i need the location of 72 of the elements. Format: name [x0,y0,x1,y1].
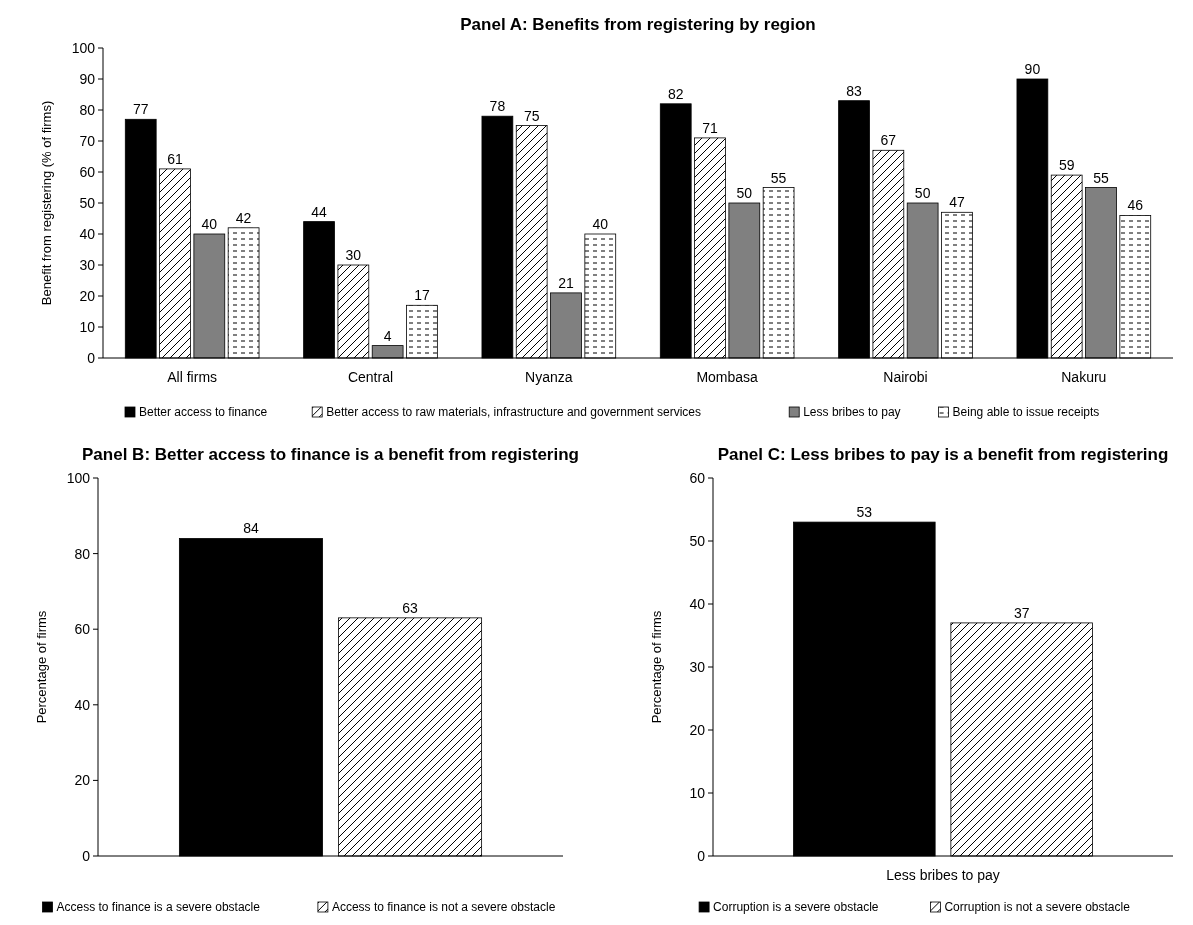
x-tick-label: Nakuru [1061,369,1107,385]
y-tick-label: 60 [79,164,96,180]
x-tick-label: Nairobi [883,369,928,385]
y-tick-label: 20 [79,288,96,304]
y-axis-title: Percentage of firms [649,610,664,724]
y-tick-label: 90 [79,71,96,87]
data-label: 53 [856,504,873,521]
data-label: 17 [414,287,430,304]
y-tick-label: 0 [87,350,96,366]
data-label: 77 [132,101,149,118]
y-tick-label: 10 [79,319,96,335]
data-label: 30 [345,247,362,263]
data-label: 40 [592,216,609,232]
data-label: 82 [667,85,684,102]
data-label: 61 [167,150,184,167]
chart-title: Panel C: Less bribes to pay is a benefit from registering [717,445,1169,464]
data-label: 63 [402,599,419,616]
x-tick-label: Mombasa [696,369,759,385]
y-tick-label: 10 [689,785,706,801]
y-tick-label: 0 [82,848,91,864]
chart-title: Panel B: Better access to finance is a benefit from registering [82,445,579,464]
y-tick-label: 50 [79,195,96,211]
legend-label: Better access to raw materials, infrastructure and government services [326,405,702,419]
legend-label: Being able to issue receipts [952,405,1100,419]
y-tick-label: 80 [79,102,96,118]
data-label: 75 [523,107,540,124]
data-label: 37 [1013,604,1030,621]
data-label: 55 [1093,169,1109,186]
y-tick-label: 40 [79,226,96,242]
x-tick-label: All firms [167,369,218,385]
y-tick-label: 100 [71,40,96,56]
y-tick-label: 50 [689,533,706,549]
data-label: 50 [736,185,753,201]
y-tick-label: 30 [79,257,96,273]
y-tick-label: 40 [74,696,91,713]
legend-label: Access to finance is a severe obstacle [56,900,261,914]
legend-label: Less bribes to pay [803,405,901,419]
y-axis-title: Percentage of firms [34,610,49,724]
data-label: 59 [1058,157,1075,174]
legend-label: Corruption is a severe obstacle [713,900,879,914]
data-label: 71 [702,119,719,136]
legend-label: Better access to finance [139,405,268,419]
data-label: 40 [201,216,218,232]
data-label: 46 [1127,197,1144,214]
x-tick-label: Central [347,369,394,385]
y-tick-label: 40 [689,596,706,612]
y-axis-title: Benefit from registering (% of firms) [39,100,54,306]
data-label: 44 [311,203,328,220]
y-tick-label: 30 [689,659,706,675]
data-label: 67 [880,132,897,149]
y-tick-label: 20 [689,722,706,738]
data-label: 83 [846,82,863,99]
y-tick-label: 80 [74,545,91,562]
y-tick-label: 60 [74,621,91,638]
data-label: 21 [558,274,574,291]
legend-label: Corruption is not a severe obstacle [944,900,1131,914]
data-label: 50 [914,185,931,201]
data-label: 47 [949,194,965,211]
data-label: 84 [243,520,259,537]
y-tick-label: 0 [697,848,706,864]
y-tick-label: 100 [66,470,91,486]
data-label: 42 [235,209,252,226]
y-tick-label: 60 [689,470,706,486]
data-label: 90 [1024,61,1041,77]
chart-title: Panel A: Benefits from registering by region [460,15,816,34]
data-label: 78 [489,98,506,115]
data-label: 4 [383,327,392,344]
legend-label: Access to finance is not a severe obstacle [331,900,556,914]
x-tick-label: Nyanza [525,369,573,385]
data-label: 55 [770,169,787,186]
y-tick-label: 20 [74,772,91,789]
y-tick-label: 70 [79,133,96,149]
